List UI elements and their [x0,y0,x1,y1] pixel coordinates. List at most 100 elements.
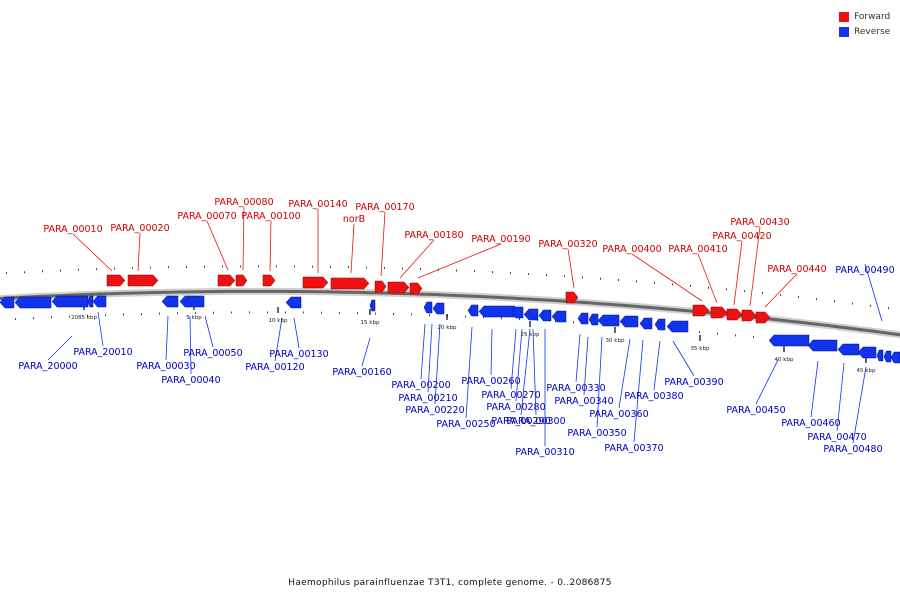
legend-label-reverse: Reverse [854,26,891,37]
leader-line-para-00360 [618,338,631,409]
tick-mark [690,285,691,287]
leader-line-para-00040 [189,315,192,375]
leader-line-para-00380 [653,340,661,391]
tick-mark [852,302,853,305]
tick-mark [303,311,304,314]
leader-line-para-00340 [583,336,589,396]
tick-mark [222,265,223,268]
gene-arrow [369,299,376,312]
scale-label: 20 kbp [438,325,457,331]
gene-arrow [330,277,370,290]
leader-line-para-00280 [515,328,523,402]
tick-mark [420,268,421,271]
gene-arrow [768,334,810,347]
leader-line-para-00250 [465,326,473,419]
gene-label-para-00030: PARA_00030 [136,361,195,372]
gene-label-para-00450: PARA_00450 [726,405,785,416]
tick-mark [294,265,295,268]
tick-mark [753,336,754,339]
reverse-swatch [839,26,849,37]
tick-mark [96,268,97,271]
gene-label-para-00260: PARA_00260 [461,376,520,387]
leader-line-para-00200 [420,323,426,380]
tick-mark [15,318,16,321]
gene-label-para-00170: PARA_00170 [355,202,414,213]
gene-arrow [285,296,302,309]
gene-arrow [692,304,710,317]
tick-mark [402,267,403,270]
leader-line-para-00080 [242,206,245,271]
tick-mark [240,265,241,268]
scale-label: 10 kbp [269,318,288,324]
leader-line-para-00470 [836,362,845,432]
gene-arrow [217,274,236,287]
scale-label: 2085 kbp [71,315,97,321]
gene-arrow [876,349,884,362]
leader-line-para-00410 [697,253,718,304]
gene-label-para-00390: PARA_00390 [664,377,723,388]
leader-line-para-00210 [427,323,433,393]
tick-mark [150,266,151,269]
gene-arrow [409,282,423,295]
gene-label-para-00420: PARA_00420 [712,231,771,242]
tick-mark [393,313,394,315]
tick-mark [411,313,412,316]
tick-mark [510,272,511,274]
gene-arrow [710,306,728,319]
tick-mark [600,277,601,280]
gene-label-para-00160: PARA_00160 [332,367,391,378]
leader-line-para-00370 [633,339,644,443]
gene-arrow [179,295,205,308]
tick-mark [123,313,124,316]
tick-mark [744,290,745,293]
tick-mark [519,318,520,320]
gene-label-para-00430: PARA_00430 [730,217,789,228]
tick-mark [195,311,196,314]
gene-arrow [726,308,743,321]
tick-mark [69,315,70,318]
gene-arrow [890,351,900,364]
gene-arrow [161,295,179,308]
tick-mark [285,311,286,314]
tick-mark [204,265,205,268]
forward-swatch [839,11,849,22]
gene-arrow [423,301,433,314]
tick-mark [672,283,673,286]
gene-label-para-00330: PARA_00330 [546,383,605,394]
tick-mark [51,316,52,319]
gene-arrow [235,274,248,287]
tick-mark [762,292,763,295]
gene-label-para-00370: PARA_00370 [604,443,663,454]
tick-mark [159,312,160,315]
leader-line-para-00480 [852,366,867,444]
tick-mark [78,268,79,271]
gene-arrow [588,313,599,326]
gene-label-para-00460: PARA_00460 [781,418,840,429]
gene-arrow [538,309,552,322]
gene-arrow [387,281,410,294]
tick-mark [60,269,61,272]
tick-mark [312,265,313,268]
leader-line-para-00130 [293,317,300,349]
gene-arrow [654,318,666,331]
legend-item-reverse: Reverse [839,24,890,39]
leader-line-norb [350,223,355,274]
tick-mark [564,275,565,278]
gene-arrow [577,312,589,325]
tick-mark [483,316,484,319]
tick-mark [132,267,133,270]
gene-label-para-00190: PARA_00190 [471,234,530,245]
gene-label-para-00410: PARA_00410 [668,244,727,255]
gene-arrow [0,296,15,309]
gene-label-para-00140: PARA_00140 [288,199,347,210]
tick-mark [33,317,34,320]
tick-mark [24,271,25,274]
tick-mark [870,304,871,307]
gene-arrow [302,276,329,289]
leader-line-para-00070 [206,220,229,271]
gene-arrow [666,320,689,333]
gene-label-para-20000: PARA_20000 [18,361,77,372]
leader-line-para-00400 [631,253,703,302]
gene-label-para-00020: PARA_00020 [110,223,169,234]
figure-caption: Haemophilus parainfluenzae T3T1, complet… [288,578,612,588]
